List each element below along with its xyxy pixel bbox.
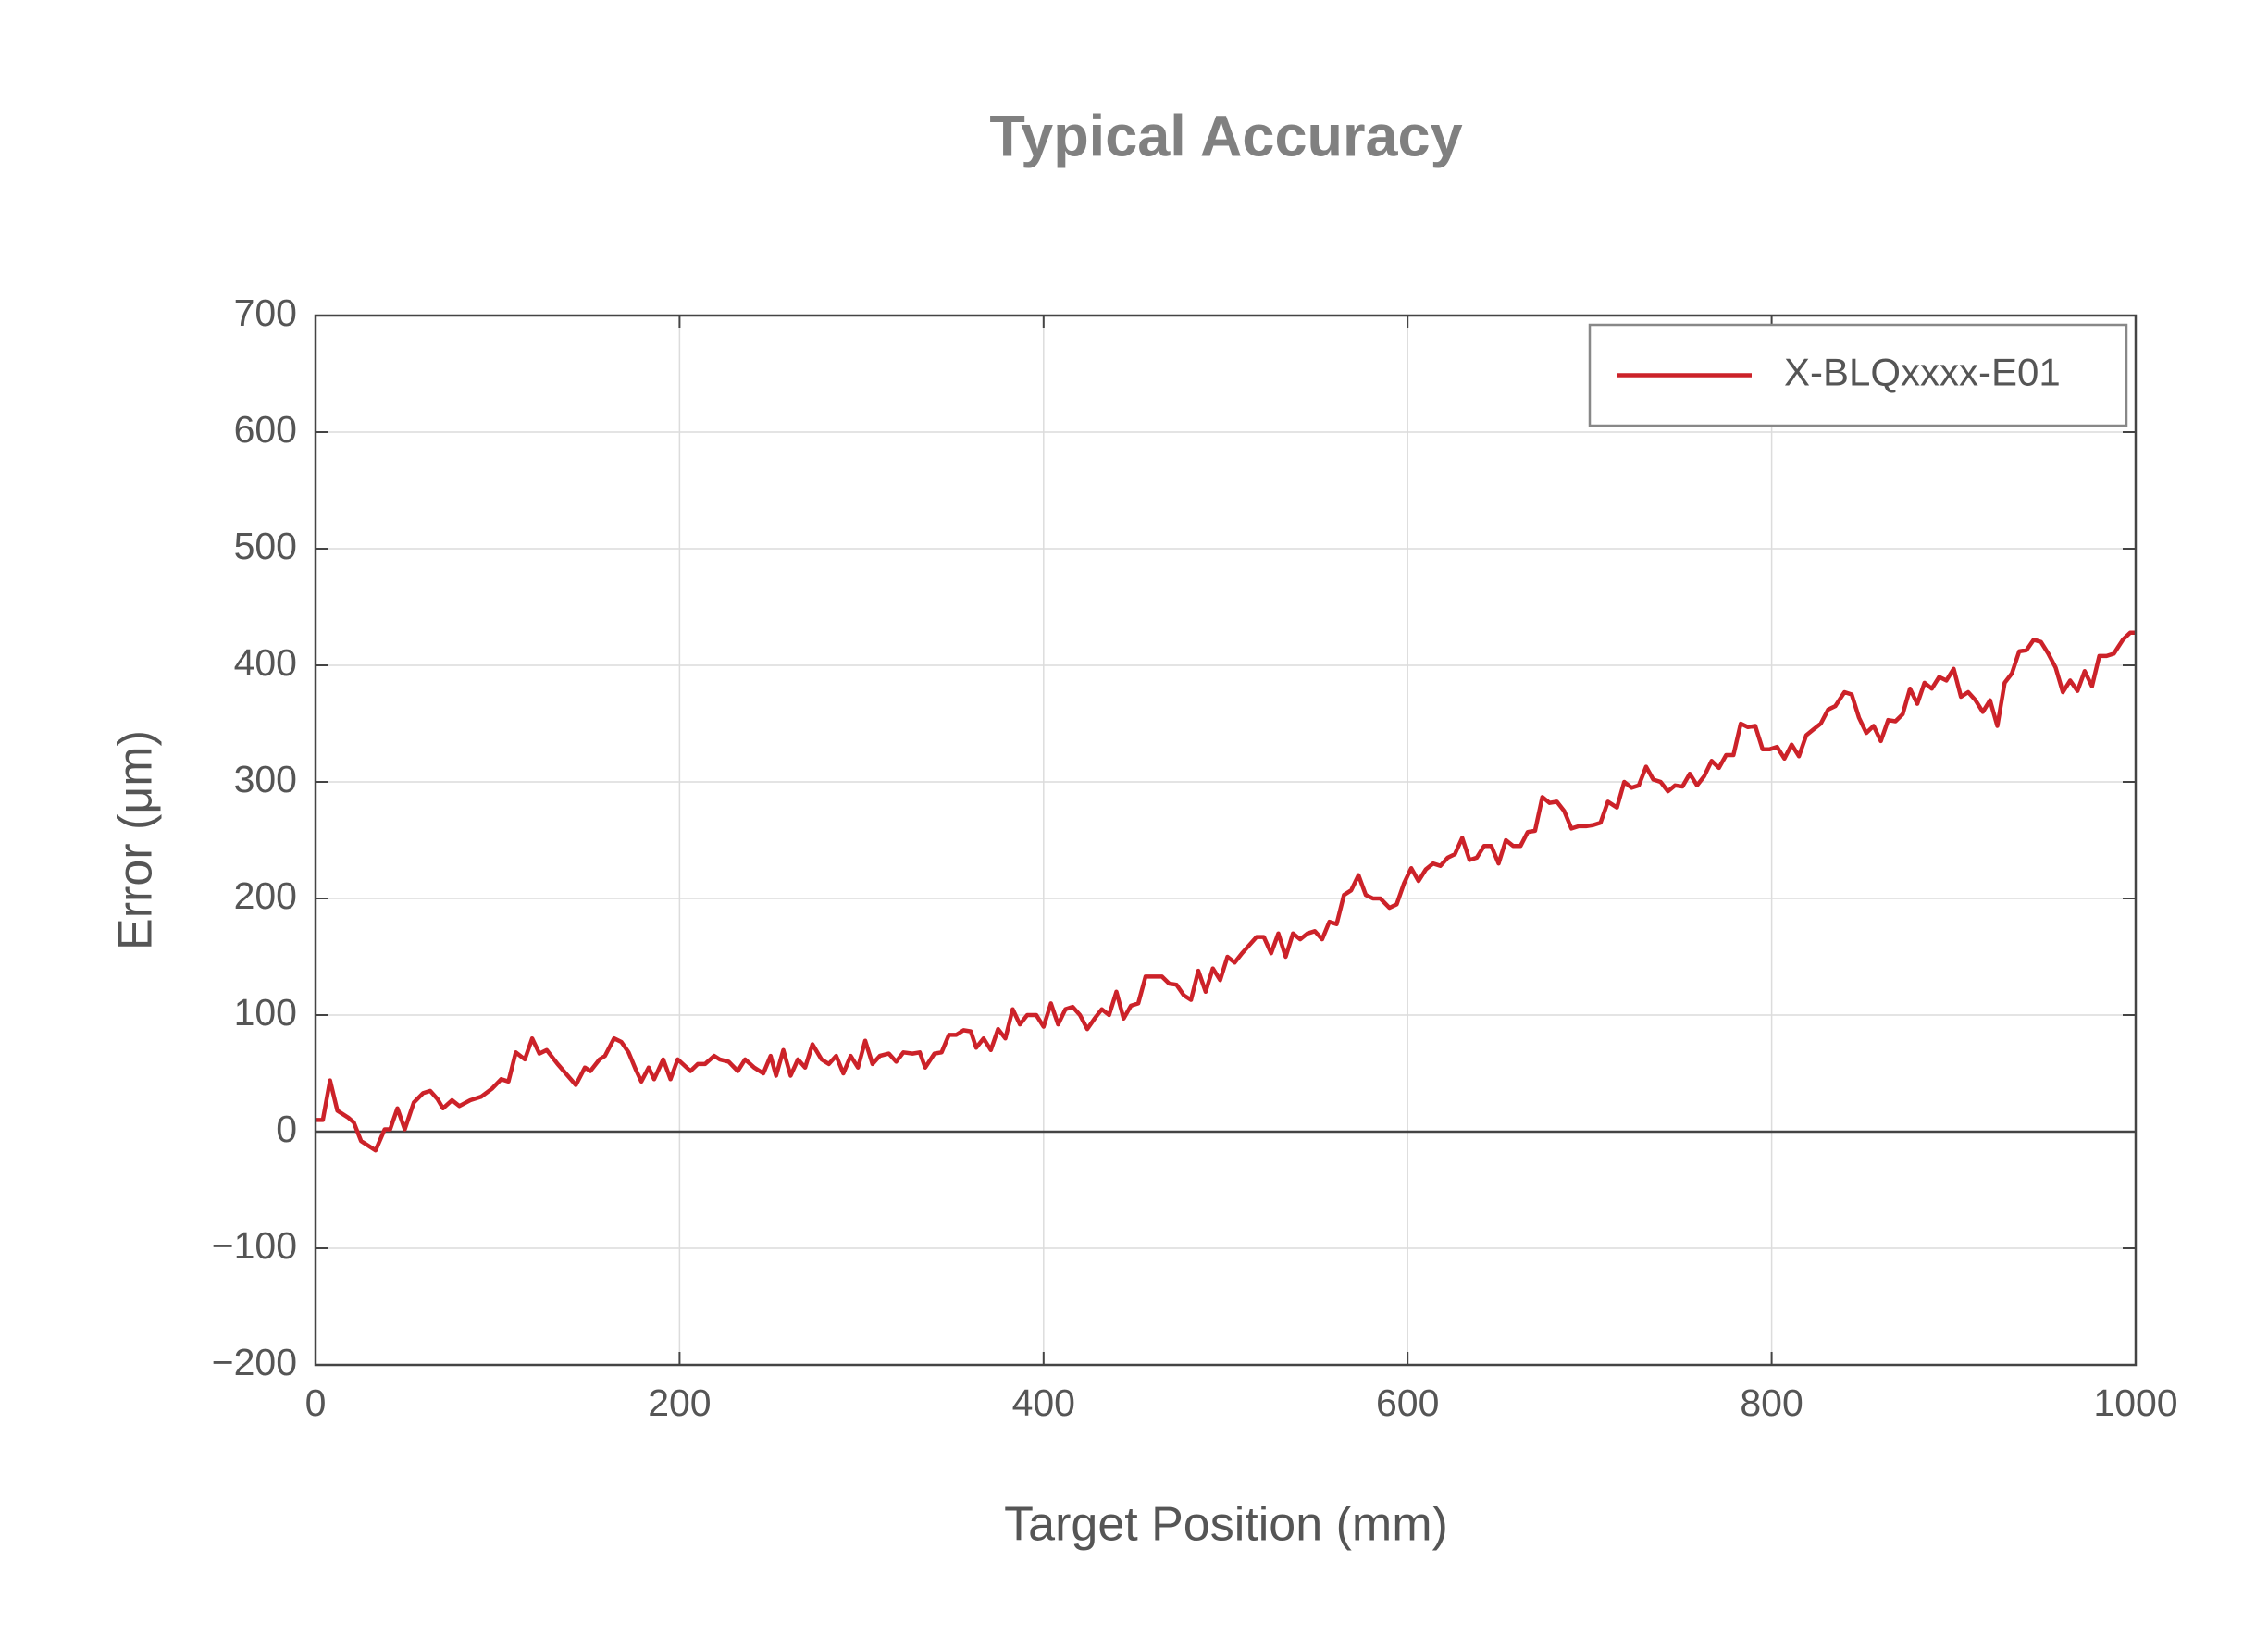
y-tick-label: −200 xyxy=(212,1341,297,1383)
x-tick-label: 600 xyxy=(1376,1382,1439,1424)
y-tick-label: 300 xyxy=(234,758,297,800)
y-tick-label: 600 xyxy=(234,408,297,451)
y-tick-label: 0 xyxy=(276,1108,297,1150)
legend-label: X-BLQxxxx-E01 xyxy=(1784,351,2061,394)
chart-title: Typical Accuracy xyxy=(989,105,1462,169)
x-tick-label: 200 xyxy=(648,1382,711,1424)
y-tick-label: 400 xyxy=(234,641,297,684)
data-line xyxy=(316,630,2136,1153)
y-tick-label: 200 xyxy=(234,874,297,917)
y-tick-label: 700 xyxy=(234,291,297,334)
y-tick-label: 500 xyxy=(234,525,297,567)
x-tick-label: 400 xyxy=(1012,1382,1075,1424)
x-tick-label: 800 xyxy=(1740,1382,1803,1424)
x-axis-label: Target Position (mm) xyxy=(1004,1498,1448,1552)
y-axis-label: Error (μm) xyxy=(109,730,163,950)
x-tick-label: 1000 xyxy=(2093,1382,2177,1424)
y-tick-label: −100 xyxy=(212,1224,297,1267)
y-tick-label: 100 xyxy=(234,991,297,1034)
plot-frame xyxy=(314,314,2138,1367)
x-tick-label: 0 xyxy=(305,1382,327,1424)
